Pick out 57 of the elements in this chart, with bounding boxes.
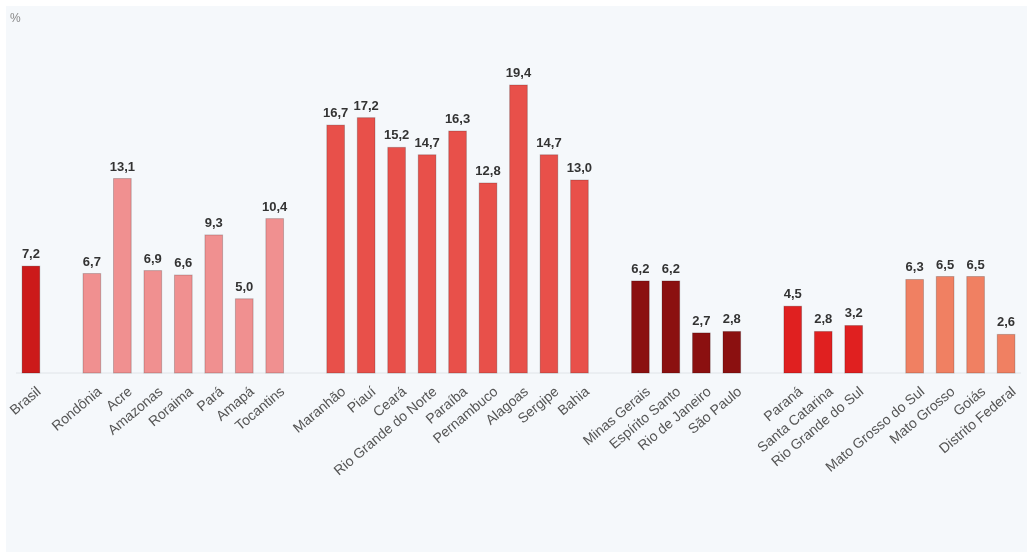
data-label: 6,2 [661,260,680,276]
bar [265,218,285,374]
data-label: 6,7 [82,253,101,269]
bar [417,154,437,374]
bar [387,146,406,374]
data-label: 3,2 [844,305,863,321]
data-label: 7,2 [21,246,40,262]
bar [21,265,41,374]
bar [509,84,528,374]
bar [783,305,803,374]
bar [478,182,498,374]
bar [813,330,833,374]
bar [692,332,711,374]
data-label: 10,4 [262,198,289,214]
bar [570,179,589,374]
data-label: 14,7 [536,134,562,150]
data-label: 13,1 [109,158,136,174]
data-label: 19,4 [505,65,532,80]
bar [173,274,193,374]
bar [661,280,681,374]
data-label: 6,6 [174,255,193,271]
bar [722,330,742,374]
data-label: 4,5 [783,286,802,302]
bar [539,154,559,374]
data-label: 16,3 [444,111,471,127]
bar [234,298,254,374]
bar [905,278,924,374]
data-label: 5,0 [235,278,254,294]
data-label: 14,7 [414,134,440,150]
data-label: 2,8 [722,311,741,327]
bar [356,117,376,374]
data-label: 6,9 [143,250,162,266]
bar [204,234,224,374]
bar [935,276,955,374]
bar [143,270,163,374]
data-label: 9,3 [204,214,223,230]
y-axis-title: % [10,11,21,25]
bar [631,280,650,374]
data-label: 2,6 [997,314,1016,330]
data-label: 6,2 [631,260,650,276]
data-label: 6,5 [966,256,985,272]
data-label: 12,8 [475,162,501,178]
data-label: 2,7 [692,312,711,328]
data-label: 6,5 [936,256,955,272]
bar [326,124,345,374]
data-label: 13,0 [566,160,593,176]
data-label: 6,3 [905,259,924,275]
bar [448,130,467,374]
bar [113,178,132,374]
bar [844,325,864,374]
data-label: 15,2 [383,127,410,143]
data-label: 17,2 [353,97,379,113]
bar [996,333,1016,374]
data-label: 2,8 [814,311,833,327]
bar [966,276,985,374]
bar [82,273,102,374]
data-label: 16,7 [323,105,349,121]
